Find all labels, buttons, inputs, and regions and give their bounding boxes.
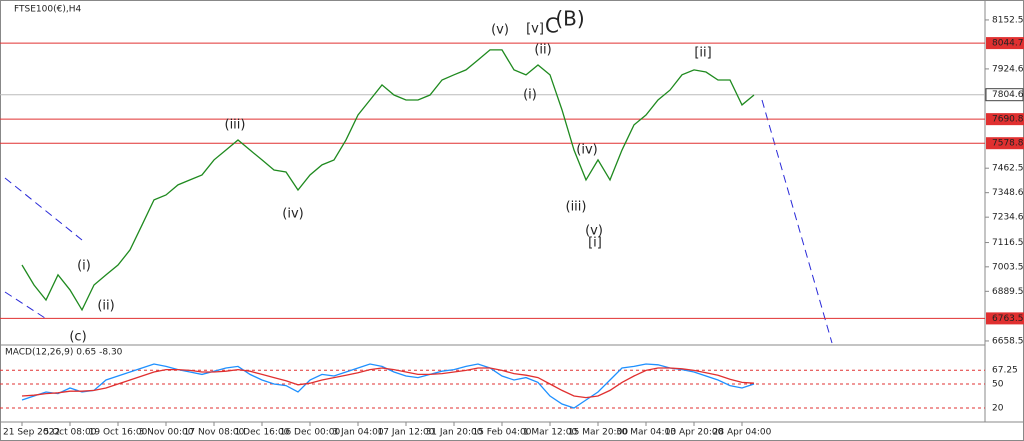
wave-label: (iii): [566, 200, 587, 215]
y-tick-label: 7234.6: [992, 213, 1024, 223]
wave-label: (i): [523, 88, 537, 103]
macd-title: MACD(12,26,9) 0.65 -8.30: [5, 348, 123, 358]
y-tick-label: 7348.6: [992, 188, 1024, 198]
wave-label: (c): [69, 330, 86, 345]
level-tag: [986, 113, 1024, 126]
wave-label: (ii): [534, 43, 551, 58]
x-tick-label: 17 Jan 12:00: [378, 428, 435, 438]
x-tick-label: 5 Oct 08:00: [44, 428, 97, 438]
y-tick-label: 8152.5: [992, 15, 1024, 25]
level-label: 8044.7: [992, 39, 1024, 49]
x-tick-label: 16 Dec 00:00: [280, 428, 341, 438]
y-tick-label: 20: [992, 404, 1004, 414]
y-tick-label: 50: [992, 380, 1004, 390]
wave-label: [v]: [526, 22, 544, 37]
level-label: 7690.8: [992, 115, 1024, 125]
x-tick-label: 1 Mar 12:00: [523, 428, 578, 438]
wave-label: [i]: [588, 236, 602, 251]
x-tick-label: 3 Jan 04:00: [332, 428, 384, 438]
wave-label: [ii]: [694, 46, 711, 61]
x-tick-label: 19 Oct 16:00: [89, 428, 148, 438]
y-tick-label: 7462.5: [992, 164, 1024, 174]
level-label: 7578.8: [992, 139, 1024, 149]
wave-label: (ii): [97, 299, 114, 314]
x-tick-label: 28 Apr 04:00: [713, 428, 772, 438]
wave-label: C: [545, 14, 559, 38]
x-tick-label: 15 Feb 04:00: [472, 428, 531, 438]
y-tick-label: 6889.5: [992, 287, 1024, 297]
last-price-label: 7804.6: [992, 90, 1024, 100]
y-tick-label: 6658.5: [992, 336, 1024, 346]
channel-line: [4, 291, 46, 319]
wave-label: (i): [77, 259, 91, 274]
x-tick-label: 15 Mar 20:00: [568, 428, 628, 438]
x-tick-label: 1 Dec 16:00: [235, 428, 290, 438]
channel-line: [4, 177, 83, 241]
wave-label: (iii): [225, 118, 246, 133]
level-tag: [986, 37, 1024, 50]
x-tick-label: 13 Apr 20:00: [665, 428, 724, 438]
x-tick-label: 17 Nov 08:00: [184, 428, 245, 438]
y-tick-label: 67.25: [992, 366, 1018, 376]
x-tick-label: 21 Sep 2022: [3, 428, 60, 438]
price-line: [21, 367, 755, 399]
last-price-tag: [985, 88, 1024, 102]
y-tick-label: 7924.6: [992, 64, 1024, 74]
x-tick-label: 3 Nov 00:00: [139, 428, 194, 438]
wave-label: (iv): [576, 143, 597, 158]
level-label: 6763.5: [992, 314, 1024, 324]
wave-label: (v): [585, 224, 603, 239]
price-line: [21, 49, 755, 312]
level-tag: [986, 137, 1024, 150]
level-tag: [986, 312, 1024, 325]
chart-title: FTSE100(€),H4: [14, 5, 81, 15]
wave-label: (B): [555, 7, 584, 31]
y-tick-label: 7003.5: [992, 262, 1024, 272]
x-tick-label: 30 Mar 04:00: [616, 428, 676, 438]
x-tick-label: 31 Jan 20:00: [426, 428, 483, 438]
projection-line: [761, 99, 833, 344]
wave-label: (v): [491, 23, 509, 38]
wave-label: (iv): [282, 207, 303, 222]
y-tick-label: 7116.5: [992, 238, 1024, 248]
